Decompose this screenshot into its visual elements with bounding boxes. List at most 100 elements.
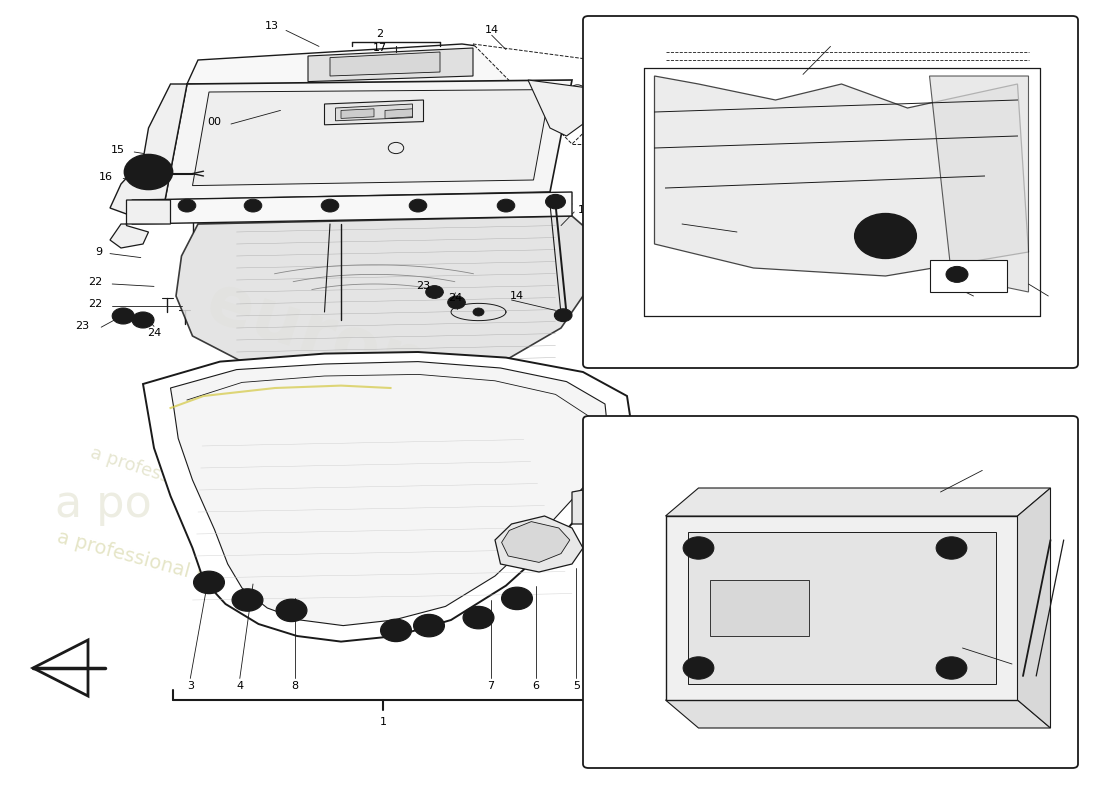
Text: 23: 23 [417,282,430,291]
Circle shape [472,613,485,622]
FancyBboxPatch shape [583,16,1078,368]
Polygon shape [110,84,187,216]
Circle shape [502,587,532,610]
Text: a professional parts since 1985: a professional parts since 1985 [55,527,355,625]
Circle shape [409,199,427,212]
Text: 20: 20 [659,215,672,225]
Circle shape [321,199,339,212]
Circle shape [497,199,515,212]
Circle shape [936,537,967,559]
Circle shape [691,662,706,674]
Text: 1: 1 [379,717,387,726]
Circle shape [855,214,916,258]
Text: 17: 17 [373,43,386,53]
Text: 11: 11 [579,205,592,214]
Polygon shape [710,580,808,636]
Bar [930,260,1007,292]
Text: 13: 13 [265,22,278,31]
Text: 23: 23 [76,321,89,330]
Text: euro: euro [242,351,499,449]
Circle shape [869,224,902,248]
Text: 21: 21 [835,35,848,45]
Circle shape [691,542,706,554]
Text: 18: 18 [1027,299,1041,309]
Polygon shape [502,522,570,562]
Text: 19: 19 [1022,299,1035,309]
Circle shape [389,626,403,635]
Circle shape [426,286,443,298]
Text: 18: 18 [928,299,942,309]
Text: 9: 9 [96,247,102,257]
Circle shape [683,657,714,679]
Polygon shape [176,216,600,376]
Polygon shape [143,352,632,642]
Polygon shape [187,44,583,88]
Polygon shape [341,109,374,118]
Circle shape [473,308,484,316]
Circle shape [683,537,714,559]
Polygon shape [473,44,600,144]
Circle shape [241,595,254,605]
Polygon shape [165,80,572,200]
Circle shape [119,313,128,319]
Polygon shape [666,488,1050,516]
Polygon shape [654,76,1028,276]
Text: 7: 7 [487,682,494,691]
Polygon shape [495,516,583,572]
Circle shape [944,662,959,674]
Polygon shape [528,80,588,136]
Circle shape [936,657,967,679]
Polygon shape [330,52,440,76]
Text: 16: 16 [99,172,112,182]
Text: 22: 22 [89,299,102,309]
Circle shape [138,164,160,180]
Polygon shape [1018,488,1050,728]
Text: 3: 3 [187,682,194,691]
Polygon shape [132,192,572,224]
Text: 8: 8 [292,682,298,691]
Circle shape [546,194,565,209]
Polygon shape [572,488,607,524]
Polygon shape [930,76,1028,292]
Polygon shape [336,104,412,121]
Polygon shape [192,90,550,186]
Text: 12: 12 [989,459,1002,469]
Text: 10: 10 [1022,663,1035,673]
Circle shape [448,296,465,309]
Polygon shape [308,48,473,82]
Circle shape [422,621,436,630]
Circle shape [132,312,154,328]
Text: 24: 24 [449,294,462,303]
Text: europarts: europarts [198,269,584,451]
Circle shape [554,309,572,322]
Circle shape [124,154,173,190]
Polygon shape [385,109,412,118]
Circle shape [244,199,262,212]
Circle shape [575,88,580,91]
Circle shape [944,542,959,554]
Circle shape [232,589,263,611]
Polygon shape [688,532,996,684]
Circle shape [194,571,224,594]
Text: 24: 24 [147,328,161,338]
Text: 19: 19 [1049,299,1063,309]
Text: 6: 6 [532,682,539,691]
Text: a po: a po [55,482,152,526]
Polygon shape [170,362,608,626]
Circle shape [112,308,134,324]
Text: a professional parts since 1985: a professional parts since 1985 [88,444,363,548]
Polygon shape [33,640,88,696]
Circle shape [285,606,298,615]
Circle shape [381,619,411,642]
Text: 14: 14 [485,26,498,35]
Text: 20: 20 [659,219,672,229]
FancyBboxPatch shape [583,416,1078,768]
Text: 5: 5 [573,682,580,691]
Polygon shape [666,700,1050,728]
Text: 22: 22 [89,278,102,287]
Circle shape [276,599,307,622]
Circle shape [178,199,196,212]
Text: 21: 21 [846,38,859,47]
Text: 15: 15 [111,146,124,155]
Circle shape [414,614,444,637]
